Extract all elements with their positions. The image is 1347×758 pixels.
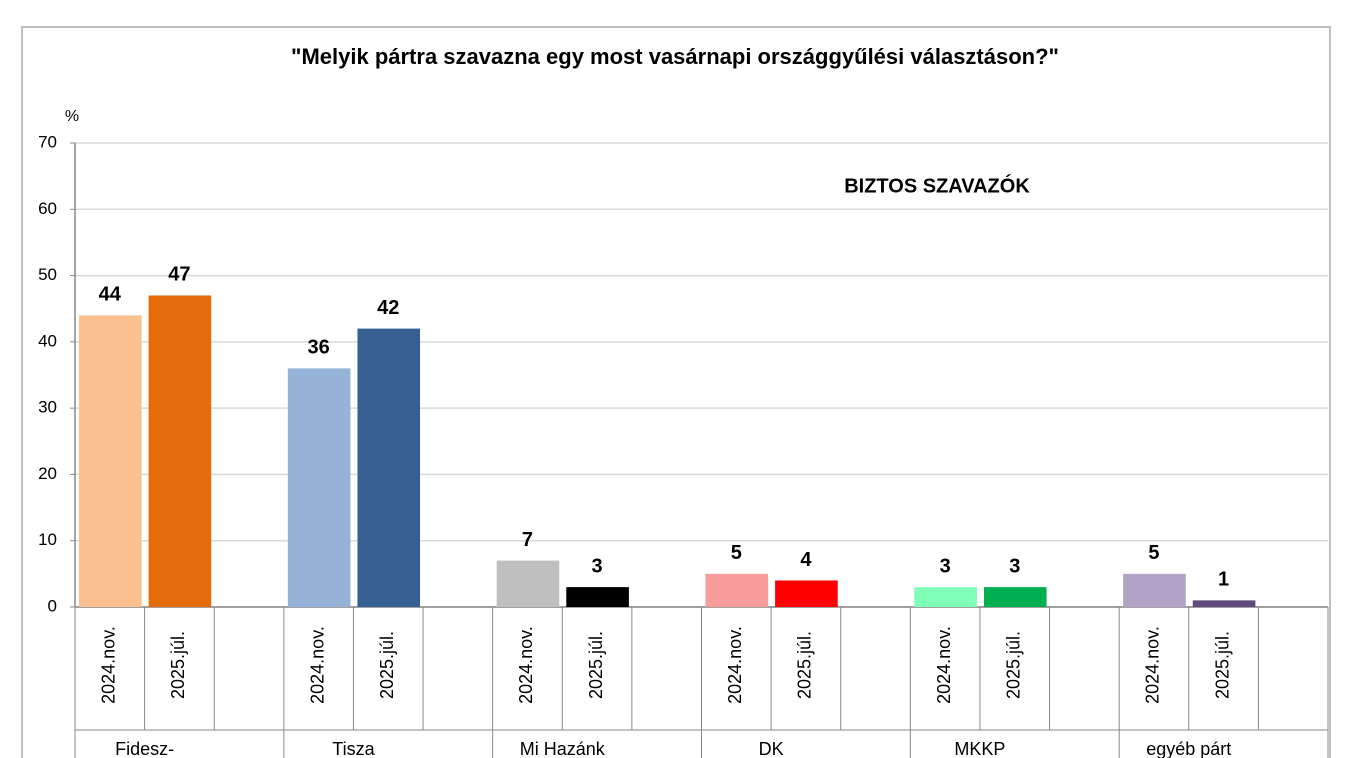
x-tick-label: 2025.júl. bbox=[377, 631, 397, 699]
bar bbox=[357, 328, 421, 607]
x-tick-label: 2024.nov. bbox=[307, 626, 327, 704]
x-tick-label: 2024.nov. bbox=[934, 626, 954, 704]
bar bbox=[705, 573, 769, 607]
chart-frame bbox=[21, 26, 1331, 758]
x-tick-label: 2025.júl. bbox=[1004, 631, 1024, 699]
y-tick-label: 50 bbox=[38, 265, 57, 284]
group-label: DK bbox=[759, 739, 784, 758]
value-label: 3 bbox=[940, 555, 951, 577]
value-label: 5 bbox=[1148, 542, 1159, 564]
annotation: BIZTOS SZAVAZÓK bbox=[844, 173, 1030, 197]
y-tick-label: 20 bbox=[38, 464, 57, 483]
chart-title: "Melyik pártra szavazna egy most vasárna… bbox=[291, 44, 1059, 69]
y-axis-label: % bbox=[65, 108, 79, 125]
group-label: Tisza bbox=[332, 739, 375, 758]
value-label: 36 bbox=[308, 337, 330, 359]
value-label: 47 bbox=[168, 264, 190, 286]
value-label: 4 bbox=[800, 549, 812, 571]
bar bbox=[1192, 600, 1256, 607]
x-tick-label: 2025.júl. bbox=[586, 631, 606, 699]
group-label: Fidesz- bbox=[115, 739, 174, 758]
bar bbox=[566, 587, 629, 607]
x-tick-label: 2024.nov. bbox=[99, 626, 119, 704]
value-label: 3 bbox=[1009, 555, 1020, 577]
x-tick-label: 2025.júl. bbox=[795, 631, 815, 699]
value-label: 44 bbox=[99, 284, 122, 306]
y-tick-label: 70 bbox=[38, 132, 57, 151]
y-tick-label: 10 bbox=[38, 530, 57, 549]
x-tick-label: 2024.nov. bbox=[1143, 626, 1163, 704]
group-label: Mi Hazánk bbox=[520, 739, 606, 758]
x-tick-label: 2024.nov. bbox=[516, 626, 536, 704]
group-label: egyéb párt bbox=[1146, 739, 1231, 758]
y-tick-label: 30 bbox=[38, 398, 57, 417]
value-label: 42 bbox=[377, 297, 399, 319]
bar bbox=[775, 580, 838, 607]
value-label: 3 bbox=[592, 555, 603, 577]
value-label: 5 bbox=[731, 542, 742, 564]
x-tick-label: 2024.nov. bbox=[725, 626, 745, 704]
bar bbox=[914, 587, 977, 607]
x-tick-label: 2025.júl. bbox=[168, 631, 188, 699]
bar bbox=[496, 560, 560, 607]
bar bbox=[148, 295, 212, 607]
y-tick-label: 60 bbox=[38, 199, 57, 218]
bar bbox=[983, 587, 1047, 607]
value-label: 7 bbox=[522, 529, 533, 551]
bar bbox=[79, 315, 142, 607]
bar bbox=[1123, 573, 1186, 607]
value-label: 1 bbox=[1218, 569, 1229, 591]
group-label: MKKP bbox=[954, 739, 1005, 758]
y-tick-label: 0 bbox=[48, 596, 57, 615]
bar bbox=[287, 368, 351, 607]
x-tick-label: 2025.júl. bbox=[1212, 631, 1232, 699]
y-tick-label: 40 bbox=[38, 331, 57, 350]
